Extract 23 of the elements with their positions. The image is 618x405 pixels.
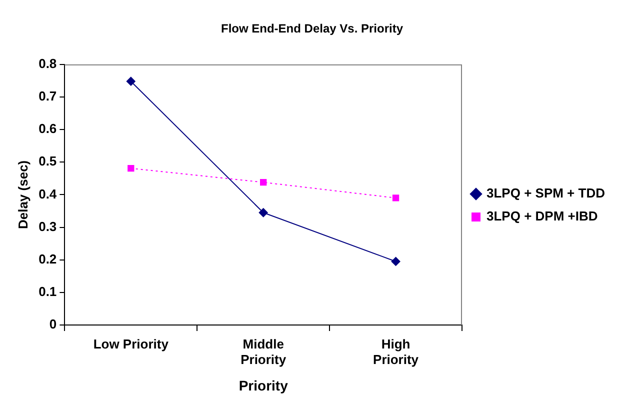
y-axis-title: Delay (sec) — [15, 160, 30, 230]
y-tick-label: 0.5 — [38, 154, 57, 169]
x-tick-label: Middle Priority — [240, 336, 287, 367]
y-tick-label: 0.3 — [38, 218, 57, 234]
y-tick-label: 0.4 — [38, 186, 58, 202]
x-axis-title: Priority — [238, 377, 288, 394]
point — [391, 256, 400, 266]
y-tick-label: 0.2 — [38, 251, 57, 266]
legend-label: 3LPQ + SPM + TDD — [486, 186, 605, 201]
point — [128, 164, 134, 172]
legend-label: 3LPQ + DPM +IBD — [486, 208, 598, 224]
x-tick-label: Low Priority — [93, 336, 170, 352]
y-tick-label: 0 — [49, 316, 57, 332]
y-tick-label: 0.1 — [38, 284, 57, 300]
point — [260, 178, 267, 186]
point — [126, 76, 136, 86]
y-tick-label: 0.7 — [38, 88, 57, 104]
y-tick-label: 0.8 — [38, 56, 57, 71]
x-tick-label: High Priority — [373, 336, 420, 367]
chart-title: Flow End-End Delay Vs. Priority — [220, 22, 404, 36]
point — [258, 208, 268, 218]
y-tick-label: 0.6 — [38, 121, 57, 136]
point — [392, 194, 400, 202]
